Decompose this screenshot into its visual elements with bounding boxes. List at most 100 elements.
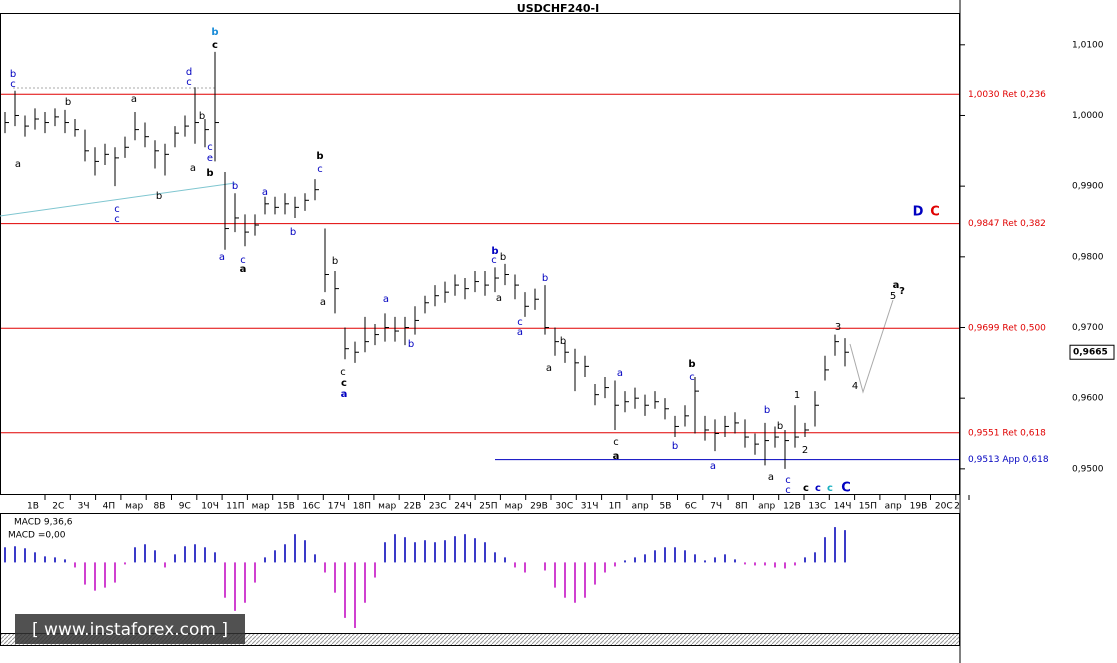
x-tick-label: 13С — [808, 502, 826, 512]
trend-line — [0, 182, 236, 217]
macd-bar — [544, 562, 546, 571]
wave-label: c — [10, 79, 16, 90]
macd-bar — [734, 559, 736, 563]
wave-label: c — [517, 317, 523, 328]
x-tick-label: апр — [885, 502, 902, 512]
macd-bar — [154, 550, 156, 563]
x-tick-label: апр — [632, 502, 649, 512]
macd-bar — [524, 562, 526, 573]
macd-bar — [264, 557, 266, 563]
macd-bar — [704, 560, 706, 563]
wave-label: a — [320, 297, 326, 308]
macd-bar — [184, 546, 186, 563]
x-tick-label: 15В — [277, 502, 295, 512]
marks — [1, 51, 959, 469]
watermark: [ www.instaforex.com ] — [32, 620, 228, 640]
wave-label: b — [290, 227, 296, 238]
x-tick-label: 15П — [859, 502, 877, 512]
wave-label: c — [613, 437, 619, 448]
x-tick-label: 16С — [302, 502, 320, 512]
x-tick-label: 10Ч — [201, 502, 219, 512]
macd-bar — [684, 550, 686, 563]
macd-bar — [504, 557, 506, 563]
macd-bar — [44, 556, 46, 563]
macd-title: MACD 9,36,6 — [14, 518, 73, 528]
wave-label: 2 — [802, 445, 808, 456]
macd-bar — [674, 547, 676, 563]
macd-bar — [74, 562, 76, 568]
y-tick-label: 1,0000 — [1072, 111, 1104, 121]
last-price-label: 0,9665 — [1073, 348, 1108, 358]
wave-label: b — [10, 69, 16, 80]
wave-label: c — [491, 255, 497, 266]
wave-label: b — [332, 256, 338, 267]
macd-bar — [234, 562, 236, 611]
x-tick-label: 19В — [910, 502, 928, 512]
macd-bar — [824, 537, 826, 563]
macd-bar — [634, 557, 636, 563]
macd-bar — [724, 554, 726, 563]
wave-label: C — [930, 205, 940, 220]
macd-bar — [94, 562, 96, 591]
wave-label: c — [317, 164, 323, 175]
wave-label: D — [913, 205, 924, 220]
macd-bar — [644, 554, 646, 563]
wave-label: b — [777, 421, 783, 432]
y-tick-label: 0,9500 — [1072, 464, 1104, 474]
macd-bar — [134, 547, 136, 563]
wave-label: a — [893, 280, 900, 291]
wave-label: c — [114, 214, 120, 225]
x-tick-label: 20С — [935, 502, 953, 512]
macd-bar — [554, 562, 556, 588]
wave-label: b — [764, 405, 770, 416]
macd-bar — [654, 550, 656, 563]
wave-label: c — [827, 483, 833, 494]
macd-bar — [304, 540, 306, 563]
x-tick-label: 8П — [735, 502, 748, 512]
wave-label: a — [768, 472, 774, 483]
wave-label: b — [211, 27, 218, 38]
y-tick-label: 0,9700 — [1072, 323, 1104, 333]
x-tick-label: мар — [378, 502, 396, 512]
macd-bar — [494, 552, 496, 563]
macd-bar — [404, 537, 406, 563]
macd-bar — [384, 542, 386, 563]
macd-bar — [124, 562, 126, 565]
macd-bar — [624, 560, 626, 563]
x-tick-label: 14Ч — [834, 502, 852, 512]
wave-label: a — [341, 389, 348, 400]
macd-bar — [324, 562, 326, 573]
wave-label: a — [131, 94, 137, 105]
macd-bar — [794, 562, 796, 566]
x-tick-label: 23С — [429, 502, 447, 512]
wave-label: b — [232, 181, 238, 192]
x-tick-label: 12В — [783, 502, 801, 512]
macd-bar — [834, 527, 836, 563]
macd-bar — [364, 562, 366, 603]
macd-bar — [414, 542, 416, 563]
macd-bar — [204, 547, 206, 563]
x-tick-label: мар — [125, 502, 143, 512]
x-tick-label: 1П — [609, 502, 622, 512]
wave-label: 4 — [852, 381, 858, 392]
macd-bar — [254, 562, 256, 583]
level-label: 0,9551 Ret 0,618 — [968, 428, 1046, 438]
macd-bar — [34, 552, 36, 563]
macd-bar — [464, 534, 466, 563]
macd-bar — [694, 554, 696, 563]
macd-bar — [474, 538, 476, 563]
x-tick-label: 2С — [52, 502, 64, 512]
wave-label: a — [15, 159, 21, 170]
x-tick-label: 3Ч — [78, 502, 90, 512]
macd-bar — [354, 562, 356, 628]
level-label: 0,9847 Ret 0,382 — [968, 219, 1046, 229]
wave-label: C — [841, 481, 851, 496]
wave-label: c — [340, 367, 346, 378]
macd-bar — [54, 557, 56, 563]
macd-bar — [424, 540, 426, 563]
macd-bar — [784, 562, 786, 569]
x-tick-label: апр — [758, 502, 775, 512]
wave-label: ? — [899, 286, 905, 297]
macd-bar — [614, 562, 616, 567]
